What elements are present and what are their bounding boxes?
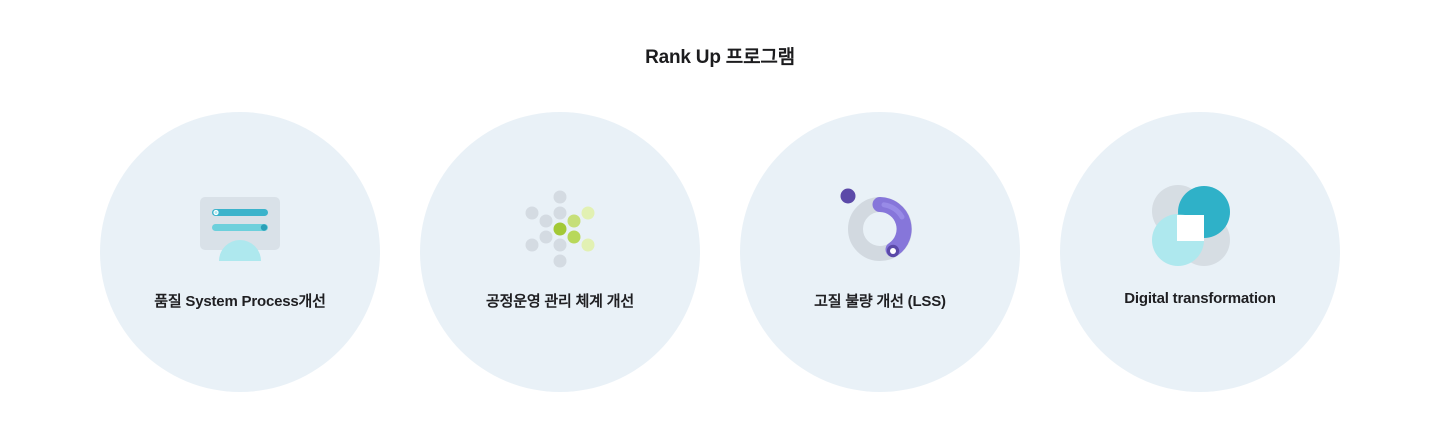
program-label: 공정운영 관리 체계 개선: [486, 293, 634, 310]
program-label: Digital transformation: [1124, 290, 1276, 307]
dot-grid-icon: [525, 190, 595, 268]
section-title: Rank Up 프로그램: [645, 47, 795, 68]
program-label: 품질 System Process개선: [154, 293, 326, 310]
program-card-chronic-defect[interactable]: 고질 불량 개선 (LSS): [740, 112, 1020, 392]
overlapping-circles-icon: [1152, 185, 1230, 266]
donut-progress-icon: [840, 188, 912, 261]
program-card-digital-transformation[interactable]: Digital transformation: [1060, 112, 1340, 392]
program-card-process-management[interactable]: 공정운영 관리 체계 개선: [420, 112, 700, 392]
program-label: 고질 불량 개선 (LSS): [814, 293, 946, 310]
monitor-list-icon: [200, 197, 280, 263]
program-card-quality-system[interactable]: 품질 System Process개선: [100, 112, 380, 392]
